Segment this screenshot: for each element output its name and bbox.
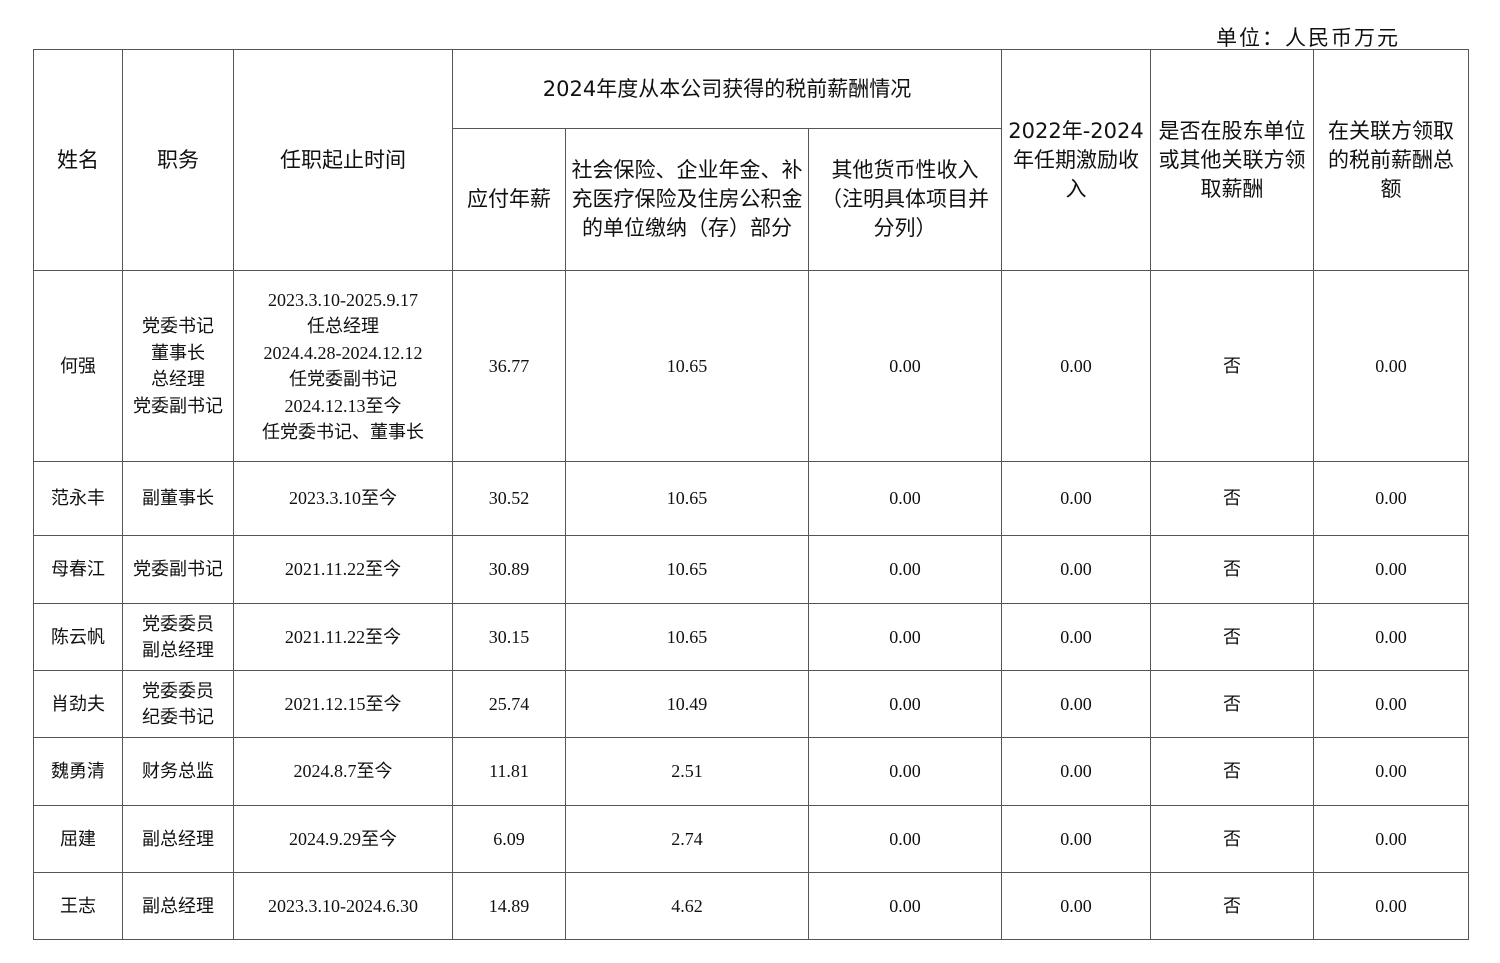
table-row: 陈云帆 党委委员 副总经理 2021.11.22至今 30.15 10.65 0.00 0.… (33, 603, 1469, 671)
cell-term: 2024.8.7至今 (233, 737, 453, 806)
cell-related-party-total: 0.00 (1313, 737, 1469, 806)
cell-related-party-total: 0.00 (1313, 805, 1469, 873)
header-position: 职务 (122, 49, 234, 271)
cell-incentive: 0.00 (1001, 805, 1151, 873)
cell-related-party-flag: 否 (1150, 737, 1314, 806)
cell-position: 党委委员 副总经理 (122, 603, 234, 671)
cell-term: 2021.11.22至今 (233, 603, 453, 671)
cell-related-party-total: 0.00 (1313, 270, 1469, 462)
cell-social-insurance: 10.65 (565, 270, 809, 462)
cell-social-insurance: 10.65 (565, 603, 809, 671)
header-related-party-flag: 是否在股东单位或其他关联方领取薪酬 (1150, 49, 1314, 271)
header-annual-salary: 应付年薪 (452, 128, 566, 271)
table-row: 肖劲夫 党委委员 纪委书记 2021.12.15至今 25.74 10.49 0.00 0.… (33, 670, 1469, 738)
table-row: 屈建 副总经理 2024.9.29至今 6.09 2.74 0.00 0.00 否 0.00 (33, 805, 1469, 873)
cell-related-party-flag: 否 (1150, 535, 1314, 604)
cell-related-party-flag: 否 (1150, 270, 1314, 462)
cell-other-income: 0.00 (808, 461, 1002, 536)
cell-incentive: 0.00 (1001, 535, 1151, 604)
cell-other-income: 0.00 (808, 535, 1002, 604)
cell-position: 党委书记 董事长 总经理 党委副书记 (122, 270, 234, 462)
cell-position: 财务总监 (122, 737, 234, 806)
header-social-insurance: 社会保险、企业年金、补充医疗保险及住房公积金的单位缴纳（存）部分 (565, 128, 809, 271)
cell-related-party-flag: 否 (1150, 872, 1314, 940)
cell-other-income: 0.00 (808, 737, 1002, 806)
cell-term: 2021.11.22至今 (233, 535, 453, 604)
header-incentive: 2022年-2024年任期激励收入 (1001, 49, 1151, 271)
cell-social-insurance: 4.62 (565, 872, 809, 940)
cell-related-party-total: 0.00 (1313, 670, 1469, 738)
cell-name: 陈云帆 (33, 603, 123, 671)
cell-name: 肖劲夫 (33, 670, 123, 738)
cell-term: 2023.3.10-2025.9.17 任总经理 2024.4.28-2024.… (233, 270, 453, 462)
header-other-income: 其他货币性收入（注明具体项目并分列） (808, 128, 1002, 271)
table-row: 魏勇清 财务总监 2024.8.7至今 11.81 2.51 0.00 0.00 否 0.00 (33, 737, 1469, 806)
cell-term: 2024.9.29至今 (233, 805, 453, 873)
unit-label: 单位：人民币万元 (1216, 26, 1400, 50)
cell-term: 2021.12.15至今 (233, 670, 453, 738)
table-row: 王志 副总经理 2023.3.10-2024.6.30 14.89 4.62 0.00 0.… (33, 872, 1469, 940)
cell-term: 2023.3.10至今 (233, 461, 453, 536)
cell-name: 母春江 (33, 535, 123, 604)
header-term: 任职起止时间 (233, 49, 453, 271)
cell-social-insurance: 2.74 (565, 805, 809, 873)
cell-incentive: 0.00 (1001, 670, 1151, 738)
cell-related-party-total: 0.00 (1313, 603, 1469, 671)
cell-incentive: 0.00 (1001, 872, 1151, 940)
cell-related-party-flag: 否 (1150, 805, 1314, 873)
cell-term: 2023.3.10-2024.6.30 (233, 872, 453, 940)
cell-social-insurance: 10.65 (565, 461, 809, 536)
table-row: 范永丰 副董事长 2023.3.10至今 30.52 10.65 0.00 0.00 否 0.0… (33, 461, 1469, 536)
table-row: 母春江 党委副书记 2021.11.22至今 30.89 10.65 0.00 0.00 否 0… (33, 535, 1469, 604)
cell-related-party-total: 0.00 (1313, 535, 1469, 604)
cell-position: 副总经理 (122, 872, 234, 940)
cell-position: 副董事长 (122, 461, 234, 536)
cell-incentive: 0.00 (1001, 461, 1151, 536)
cell-annual-salary: 14.89 (452, 872, 566, 940)
cell-position: 党委副书记 (122, 535, 234, 604)
cell-annual-salary: 6.09 (452, 805, 566, 873)
cell-social-insurance: 2.51 (565, 737, 809, 806)
cell-name: 王志 (33, 872, 123, 940)
cell-annual-salary: 30.15 (452, 603, 566, 671)
cell-related-party-flag: 否 (1150, 461, 1314, 536)
cell-position: 副总经理 (122, 805, 234, 873)
cell-position: 党委委员 纪委书记 (122, 670, 234, 738)
cell-other-income: 0.00 (808, 603, 1002, 671)
cell-annual-salary: 30.89 (452, 535, 566, 604)
cell-related-party-total: 0.00 (1313, 461, 1469, 536)
cell-annual-salary: 11.81 (452, 737, 566, 806)
cell-annual-salary: 25.74 (452, 670, 566, 738)
compensation-table: 姓名 职务 任职起止时间 2024年度从本公司获得的税前薪酬情况 2022年-2… (33, 49, 1469, 940)
table-row: 何强 党委书记 董事长 总经理 党委副书记 2023.3.10-2025.9.17 … (33, 270, 1469, 462)
cell-annual-salary: 36.77 (452, 270, 566, 462)
cell-annual-salary: 30.52 (452, 461, 566, 536)
cell-related-party-flag: 否 (1150, 603, 1314, 671)
header-related-party-total: 在关联方领取的税前薪酬总额 (1313, 49, 1469, 271)
header-group-2024-compensation: 2024年度从本公司获得的税前薪酬情况 (452, 49, 1002, 129)
cell-social-insurance: 10.49 (565, 670, 809, 738)
cell-other-income: 0.00 (808, 805, 1002, 873)
cell-other-income: 0.00 (808, 270, 1002, 462)
cell-name: 何强 (33, 270, 123, 462)
cell-incentive: 0.00 (1001, 603, 1151, 671)
cell-related-party-total: 0.00 (1313, 872, 1469, 940)
cell-other-income: 0.00 (808, 670, 1002, 738)
cell-related-party-flag: 否 (1150, 670, 1314, 738)
header-name: 姓名 (33, 49, 123, 271)
cell-other-income: 0.00 (808, 872, 1002, 940)
cell-social-insurance: 10.65 (565, 535, 809, 604)
cell-name: 范永丰 (33, 461, 123, 536)
cell-name: 屈建 (33, 805, 123, 873)
cell-incentive: 0.00 (1001, 270, 1151, 462)
cell-name: 魏勇清 (33, 737, 123, 806)
cell-incentive: 0.00 (1001, 737, 1151, 806)
